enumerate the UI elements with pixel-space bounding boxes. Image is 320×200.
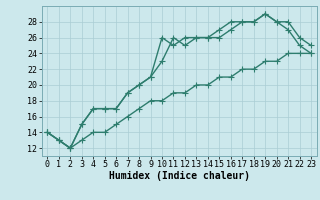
X-axis label: Humidex (Indice chaleur): Humidex (Indice chaleur) — [109, 171, 250, 181]
